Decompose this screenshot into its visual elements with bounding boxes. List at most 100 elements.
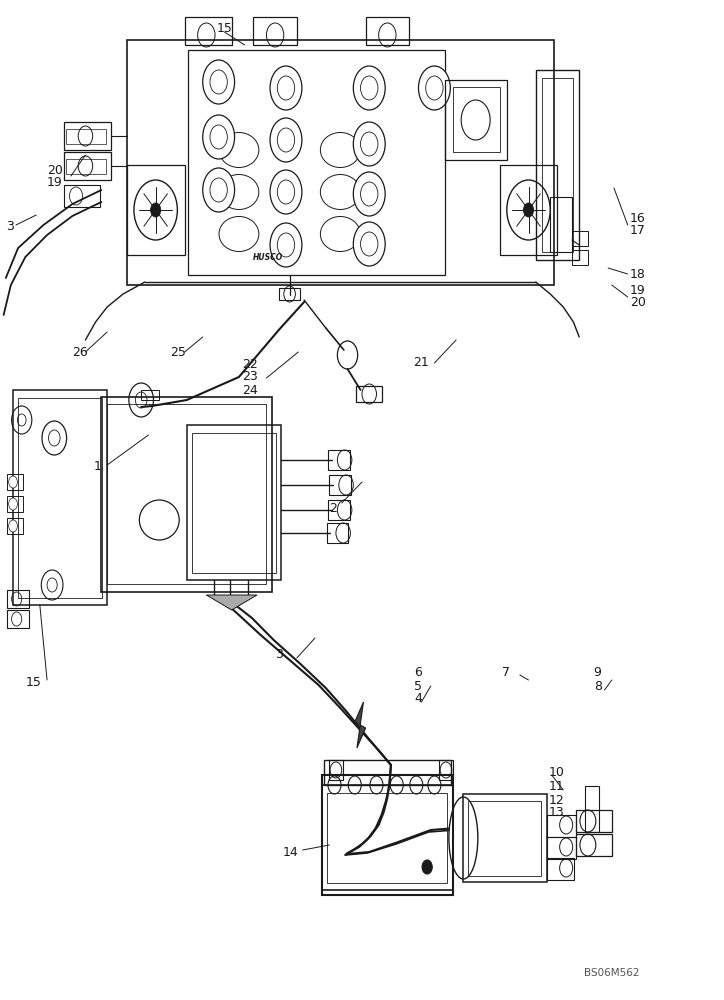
Bar [127,40,554,285]
Bar [576,834,612,856]
Bar [66,159,106,174]
Bar [329,760,343,780]
Bar [324,760,451,785]
Text: 3: 3 [6,221,14,233]
Text: 19: 19 [630,284,646,296]
Bar [328,500,350,520]
Bar [279,288,300,300]
Bar [7,496,23,512]
Text: 11: 11 [549,780,565,792]
Bar [547,815,576,837]
Text: 21: 21 [413,357,429,369]
Bar [572,250,588,265]
Bar [188,50,445,275]
Text: 13: 13 [549,806,565,820]
Circle shape [418,66,450,110]
Ellipse shape [449,797,478,879]
Text: 25: 25 [170,346,186,359]
Bar [253,17,297,45]
Circle shape [523,203,534,217]
Bar [64,122,111,150]
Circle shape [270,66,302,110]
Bar [500,165,557,255]
Circle shape [353,222,385,266]
Circle shape [270,118,302,162]
Circle shape [422,860,432,874]
Bar [107,404,266,584]
Bar [550,197,572,252]
Bar [7,590,29,608]
Bar [101,397,272,592]
Bar [439,760,453,780]
Circle shape [353,122,385,166]
Bar [322,775,452,895]
Bar [576,810,612,832]
Circle shape [203,168,235,212]
Bar [64,185,100,207]
Circle shape [9,520,17,532]
Text: BS06M562: BS06M562 [584,968,639,978]
Text: 7: 7 [502,666,510,680]
Bar [7,610,29,628]
Bar [547,858,574,880]
Bar [445,80,507,160]
Bar [572,231,588,246]
Bar [356,386,382,402]
Bar [452,87,500,152]
Text: 15: 15 [25,676,41,688]
Text: 5: 5 [414,680,422,692]
Bar [463,794,547,882]
Text: 12: 12 [549,794,565,806]
Text: 16: 16 [630,212,646,225]
Text: 9: 9 [594,666,602,680]
Text: 6: 6 [414,666,422,680]
Text: 18: 18 [630,267,646,280]
Bar [322,785,452,890]
Text: 17: 17 [630,225,646,237]
Text: 23: 23 [243,370,258,383]
Bar [366,17,409,45]
Polygon shape [355,702,366,748]
Bar [542,78,573,252]
Text: 14: 14 [282,846,298,858]
Text: 3: 3 [275,648,283,662]
Bar [127,165,185,255]
Text: 1: 1 [94,460,102,473]
Text: HUSCO: HUSCO [253,253,283,262]
Text: 19: 19 [47,176,63,190]
Text: 15: 15 [216,21,232,34]
Circle shape [203,60,235,104]
Bar [192,433,276,573]
Text: 24: 24 [243,383,258,396]
Bar [187,425,281,580]
Circle shape [203,115,235,159]
Circle shape [270,170,302,214]
Circle shape [9,476,17,488]
Circle shape [353,66,385,110]
Text: 10: 10 [549,766,565,778]
Circle shape [151,203,161,217]
Bar [66,129,106,144]
Bar [7,474,23,490]
Bar [13,390,107,605]
Text: 26: 26 [72,346,88,359]
Bar [547,837,576,859]
Bar [585,786,599,832]
Bar [328,450,350,470]
Polygon shape [206,595,257,610]
Bar [64,152,111,180]
Bar [141,390,159,400]
Bar [7,518,23,534]
Text: 8: 8 [594,680,602,692]
Bar [468,801,541,876]
Bar [327,523,348,543]
Bar [327,793,447,883]
Bar [185,17,232,45]
Bar [536,70,579,260]
Text: 20: 20 [630,296,646,310]
Circle shape [270,223,302,267]
Text: 2: 2 [329,502,337,514]
Bar [329,475,351,495]
Circle shape [353,172,385,216]
Circle shape [9,498,17,510]
